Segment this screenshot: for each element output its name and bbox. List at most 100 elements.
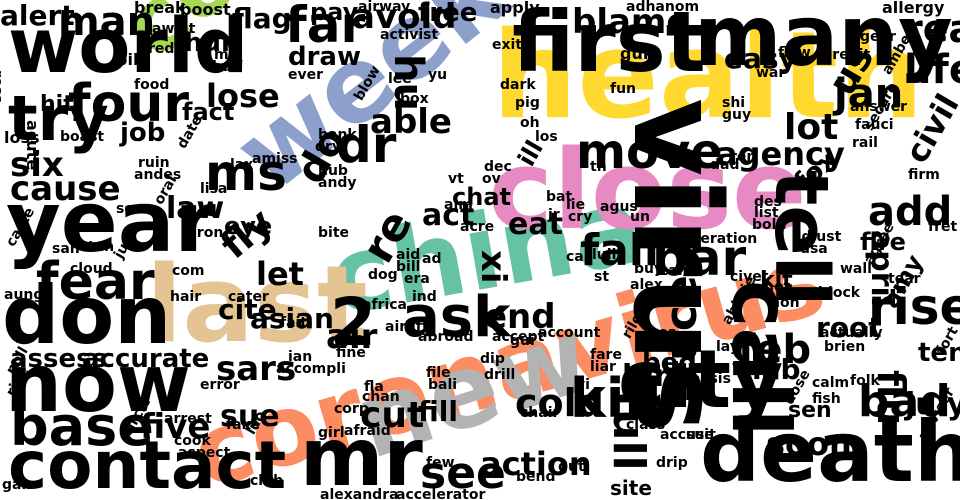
word: add [868, 189, 953, 235]
word: allergy [882, 0, 945, 17]
word: class [626, 417, 666, 433]
word: ask [402, 285, 511, 350]
word: blame [572, 2, 690, 42]
word: com [172, 263, 205, 279]
word: ov [482, 171, 501, 187]
word: fare [590, 347, 622, 363]
word: bad [858, 376, 951, 427]
word: ten [918, 338, 960, 368]
word: st [594, 269, 610, 285]
word: contact [8, 427, 287, 500]
word: cause [10, 169, 121, 209]
word: await [152, 21, 196, 37]
word: rail [852, 135, 878, 151]
word: credit [824, 47, 871, 63]
word: flag [232, 2, 292, 35]
word: liar [590, 359, 616, 375]
word: chan [362, 389, 400, 405]
word: life [904, 47, 960, 93]
word: now [5, 337, 191, 430]
word: shi [722, 95, 746, 111]
word: alex [630, 277, 663, 293]
word: gut [558, 459, 585, 475]
word: agency [716, 135, 845, 173]
word: base [10, 395, 154, 458]
word: chat [452, 183, 511, 211]
word: fine [336, 345, 366, 361]
word: lose [206, 77, 280, 115]
word: andy [318, 175, 357, 191]
word: root [816, 311, 882, 344]
word: tan [88, 239, 115, 255]
word: gun [620, 44, 655, 63]
word: air [326, 317, 378, 357]
word: aim [444, 197, 473, 213]
word: ian [288, 349, 313, 365]
word: fake [226, 417, 260, 433]
word: adjust [792, 229, 842, 245]
word: red [148, 41, 175, 57]
word: avoid [352, 0, 457, 37]
word: sue [220, 399, 280, 434]
word: bed [642, 348, 697, 378]
word: feb [738, 327, 812, 373]
word: abroad [418, 329, 474, 345]
word: july [905, 387, 960, 422]
word: fun [610, 81, 637, 97]
word: flaw [778, 45, 811, 61]
word: jan [834, 71, 904, 117]
word: accompli [276, 361, 346, 377]
word: fauci [855, 117, 894, 133]
word: bank [318, 127, 357, 143]
word: usa [800, 241, 828, 257]
word: see [420, 448, 506, 499]
word: cook [174, 433, 211, 449]
word: lax [230, 157, 254, 173]
word: buy [634, 261, 664, 277]
word: alert [0, 0, 75, 32]
word: lisa [200, 181, 228, 197]
word: sars [216, 349, 297, 389]
word: bar [652, 229, 747, 287]
word: pay [310, 0, 359, 26]
word: hun [184, 28, 240, 58]
word: sen [788, 398, 832, 423]
word: food [134, 77, 170, 93]
word: andes [134, 167, 182, 183]
word: lee [388, 71, 412, 87]
word: apply [490, 0, 540, 17]
word: yi [576, 377, 590, 393]
word: pile [116, 50, 150, 69]
word: fill [418, 395, 458, 428]
word: health [492, 7, 924, 146]
word: four [68, 74, 190, 134]
word: far [285, 0, 366, 54]
word: airway [358, 0, 411, 15]
word: act [422, 198, 475, 233]
word: hit [40, 92, 74, 117]
word: error [200, 377, 240, 393]
word: account [538, 325, 601, 341]
word: mr [300, 411, 423, 500]
word: ren [730, 149, 757, 165]
word: car [566, 249, 591, 265]
word: half [212, 59, 243, 75]
word: free [418, 0, 478, 28]
word: drip [656, 455, 688, 471]
word: afraid [344, 423, 391, 439]
word: first [512, 0, 706, 91]
word: bind [622, 359, 697, 394]
word: man [58, 0, 156, 45]
word: ind [412, 289, 437, 305]
word: close [488, 126, 807, 254]
word: san [52, 241, 80, 257]
word: try [8, 82, 109, 155]
word: fla [364, 379, 384, 395]
word: vt [448, 171, 464, 187]
word: wall [840, 261, 872, 277]
word: accept [492, 329, 545, 345]
word: th [590, 159, 607, 175]
word: lot [784, 107, 839, 148]
word: pig [515, 95, 540, 111]
word: dark [500, 77, 536, 93]
